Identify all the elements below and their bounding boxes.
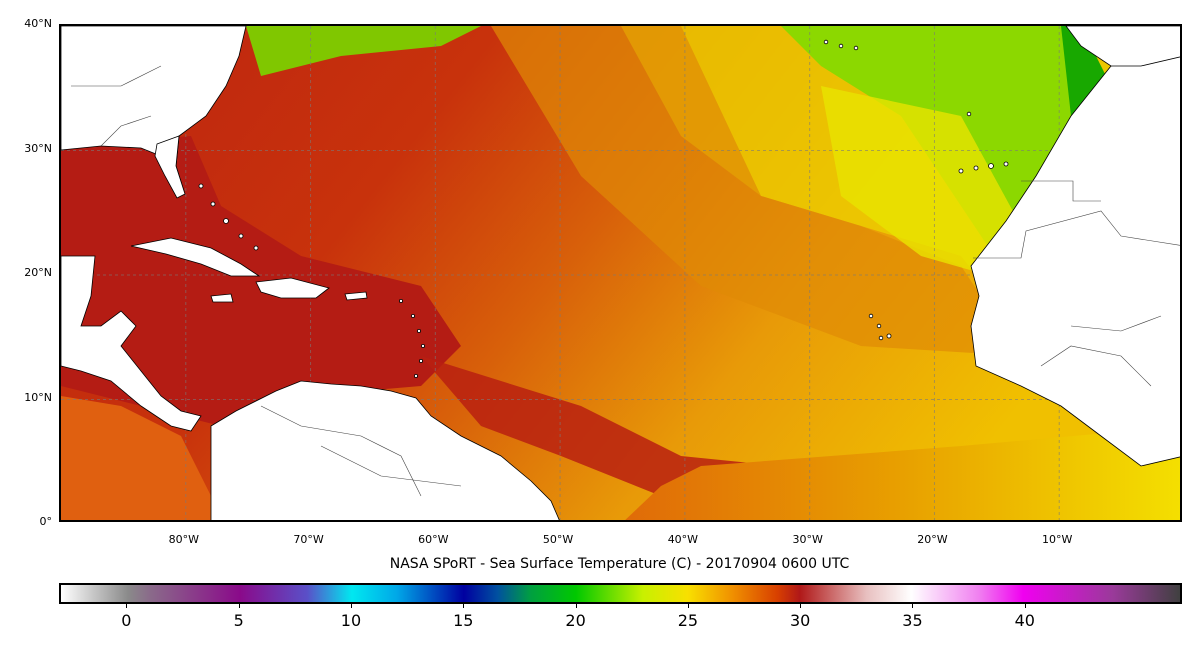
sst-map-svg xyxy=(61,26,1180,520)
colorbar-tick xyxy=(800,603,802,608)
land-canary-islands xyxy=(958,161,1009,174)
ocean-south xyxy=(625,426,1180,520)
ocean-gulf-warm xyxy=(61,136,461,426)
latitude-label: 30°N xyxy=(24,141,52,155)
colorbar-tick xyxy=(687,603,689,608)
longitude-label: 70°W xyxy=(293,533,324,546)
ocean-pacific xyxy=(61,396,220,520)
colorbar-tick xyxy=(350,603,352,608)
ocean-yellow-east xyxy=(821,86,1021,276)
land-iberia xyxy=(1065,26,1180,67)
land-south-america xyxy=(210,380,560,520)
sst-map xyxy=(59,24,1182,522)
latitude-label: 40°N xyxy=(24,17,52,30)
map-title: NASA SPoRT - Sea Surface Temperature (C)… xyxy=(389,556,850,572)
colorbar-tick xyxy=(463,603,465,608)
latitude-label: 20°N xyxy=(24,266,52,279)
colorbar-tick xyxy=(238,603,240,608)
latitude-label: 10°N xyxy=(24,390,52,404)
latitude-label: 0° xyxy=(39,515,53,528)
longitude-label: 10°W xyxy=(1042,533,1073,546)
longitude-label: 40°W xyxy=(667,533,699,546)
land-lesser-antilles xyxy=(398,298,425,378)
ocean-tropical-warm xyxy=(421,356,821,496)
land-cuba xyxy=(130,237,261,277)
colorbar-tick-label: 15 xyxy=(453,611,474,630)
longitude-label: 20°W xyxy=(917,533,948,546)
colorbar-tick xyxy=(1024,603,1026,608)
colorbar-tick-label: 20 xyxy=(565,611,586,630)
land-mexico xyxy=(61,255,202,432)
colorbar xyxy=(59,583,1182,604)
colorbar-tick-label: 0 xyxy=(121,611,132,630)
longitude-label: 80°W xyxy=(168,533,199,546)
land-florida xyxy=(154,135,186,199)
ocean-north-green xyxy=(246,26,481,76)
colorbar-tick-label: 30 xyxy=(789,611,811,630)
colorbar-tick-label: 25 xyxy=(677,611,699,630)
land-jamaica xyxy=(210,293,234,303)
longitude-label: 30°W xyxy=(792,533,823,546)
colorbar-tick xyxy=(126,603,128,608)
longitude-label: 60°W xyxy=(418,533,449,546)
colorbar-tick xyxy=(912,603,914,608)
land-hispaniola xyxy=(255,277,330,299)
longitude-label: 50°W xyxy=(542,533,574,546)
colorbar-tick-label: 40 xyxy=(1014,611,1035,630)
ocean-mid-band xyxy=(491,26,1021,356)
colorbar-tick-label: 35 xyxy=(902,611,923,630)
land-puerto-rico xyxy=(344,291,368,301)
land-azores xyxy=(823,39,972,117)
land-cape-verde xyxy=(868,313,892,341)
colorbar-tick xyxy=(575,603,577,608)
land-borders xyxy=(71,65,1180,497)
land-bahamas xyxy=(198,183,259,251)
land-africa xyxy=(970,46,1180,467)
colorbar-tick-label: 5 xyxy=(233,611,244,630)
colorbar-tick-label: 10 xyxy=(340,611,362,630)
